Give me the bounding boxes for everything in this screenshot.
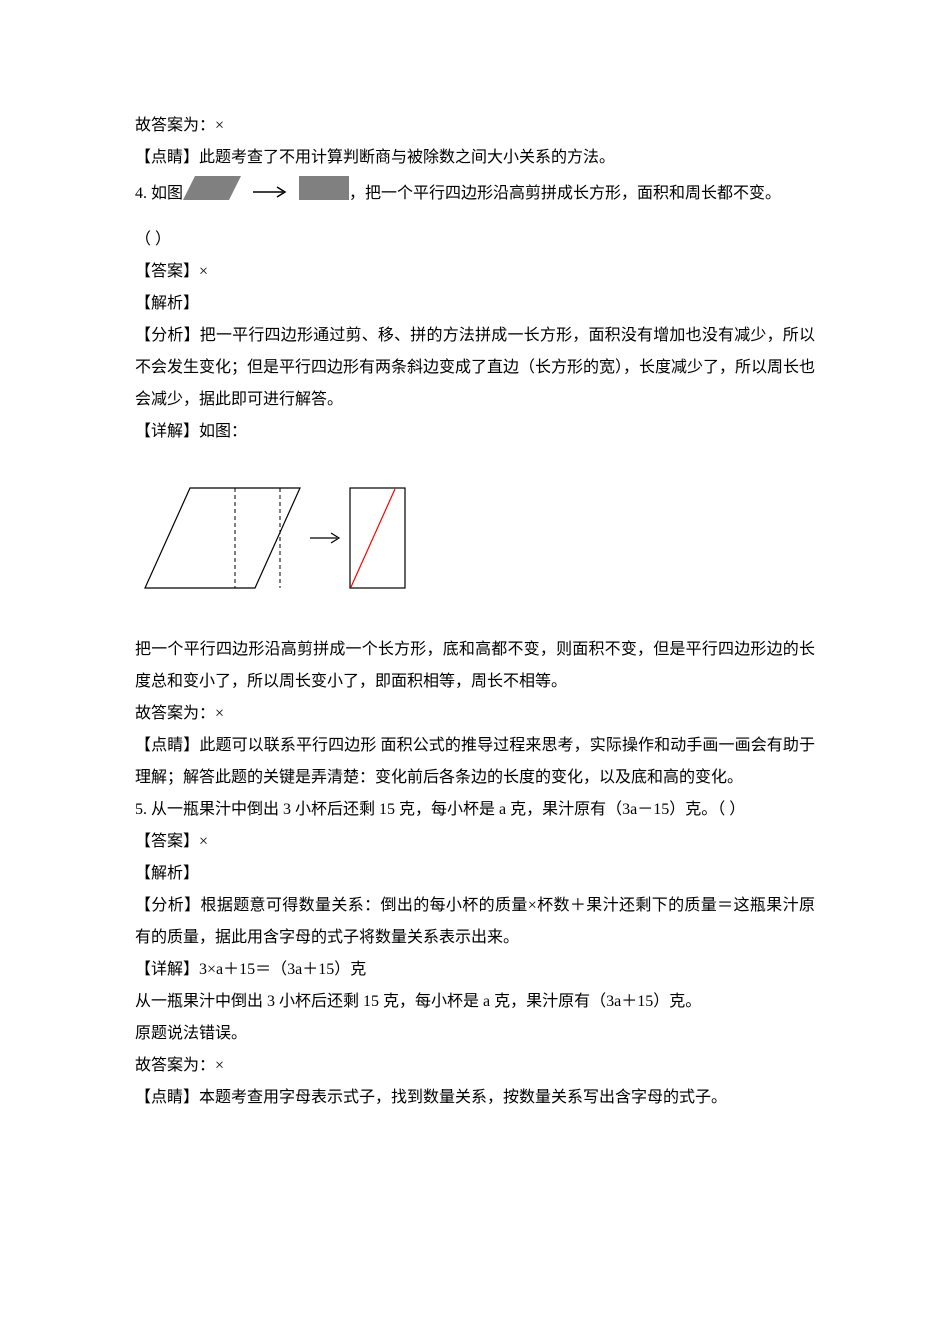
q4-suffix: ，把一个平行四边形沿高剪拼成长方形，面积和周长都不变。 bbox=[349, 178, 781, 210]
q4-prefix: 4. 如图 bbox=[135, 178, 183, 210]
q5-xj1: 【详解】3×a＋15＝（3a＋15）克 bbox=[135, 954, 815, 986]
q4-fenxi: 【分析】把一平行四边形通过剪、移、拼的方法拼成一长方形，面积没有增加也没有减少，… bbox=[135, 320, 815, 416]
q5-xj4: 故答案为：× bbox=[135, 1050, 815, 1082]
rectangle-icon bbox=[299, 174, 349, 214]
paren-blank: （ ） bbox=[135, 224, 815, 256]
q5-answer: 【答案】× bbox=[135, 826, 815, 858]
cut-paste-diagram bbox=[135, 478, 815, 610]
q4-dianjing: 【点睛】此题可以联系平行四边形 面积公式的推导过程来思考，实际操作和动手画一画会… bbox=[135, 730, 815, 794]
q5-fenxi: 【分析】根据题意可得数量关系：倒出的每小杯的质量×杯数＋果汁还剩下的质量＝这瓶果… bbox=[135, 890, 815, 954]
q5-stem: 5. 从一瓶果汁中倒出 3 小杯后还剩 15 克，每小杯是 a 克，果汁原有（3… bbox=[135, 794, 815, 826]
q5-dianjing: 【点睛】本题考查用字母表示式子，找到数量关系，按数量关系写出含字母的式子。 bbox=[135, 1082, 815, 1114]
q5-jiexi: 【解析】 bbox=[135, 858, 815, 890]
dianjing-line: 【点睛】此题考查了不用计算判断商与被除数之间大小关系的方法。 bbox=[135, 142, 815, 174]
jiexi-label: 【解析】 bbox=[135, 288, 815, 320]
q4-stem: 4. 如图 ，把一个平行四边形沿高剪拼成长方形，面积和周长都不变。 bbox=[135, 174, 815, 214]
parallelogram-icon bbox=[183, 174, 243, 214]
q4-explain-2: 故答案为：× bbox=[135, 698, 815, 730]
arrow-icon bbox=[251, 176, 291, 212]
q4-explain-1: 把一个平行四边形沿高剪拼成一个长方形，底和高都不变，则面积不变，但是平行四边形边… bbox=[135, 634, 815, 698]
answer-label: 【答案】× bbox=[135, 256, 815, 288]
q4-xiangjie: 【详解】如图： bbox=[135, 416, 815, 448]
q5-xj2: 从一瓶果汁中倒出 3 小杯后还剩 15 克，每小杯是 a 克，果汁原有（3a＋1… bbox=[135, 986, 815, 1018]
answer-line: 故答案为：× bbox=[135, 110, 815, 142]
q5-xj3: 原题说法错误。 bbox=[135, 1018, 815, 1050]
